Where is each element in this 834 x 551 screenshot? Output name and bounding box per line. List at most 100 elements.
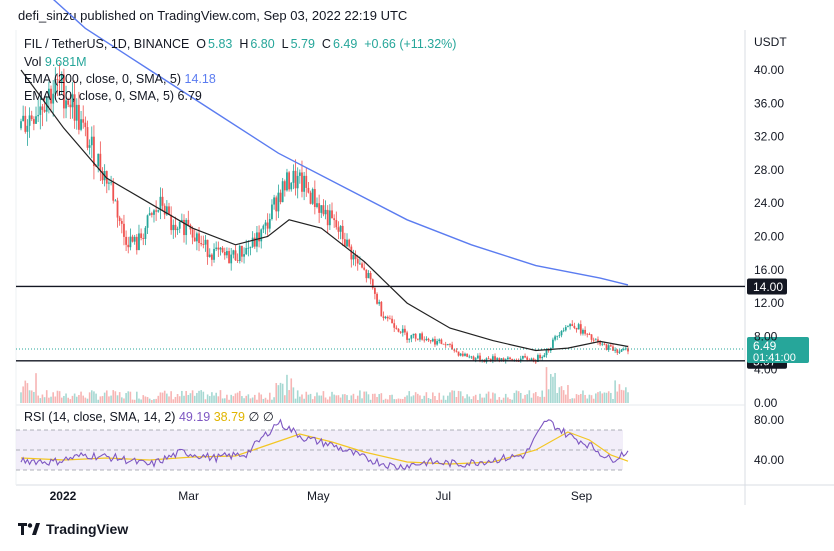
volume-bar [502,397,505,403]
volume-bar [311,399,314,403]
time-tick-label: Jul [436,489,451,503]
candle-body [464,353,466,356]
candle-body [376,293,378,304]
volume-bar [260,394,263,403]
candle-body [324,209,327,215]
volume-bar [584,394,586,403]
candle-body [579,324,582,334]
volume-bar [365,391,368,403]
volume-bar [127,391,130,403]
volume-bar [223,398,226,403]
volume-bar [455,396,458,403]
volume-bar [541,390,544,403]
candle-body [168,206,170,215]
volume-bar [378,394,380,403]
candle-body [616,349,619,353]
volume-bar [421,398,423,403]
candle-body [607,345,610,350]
candle-body [144,227,147,239]
volume-bar [99,396,102,403]
rsi-label: RSI (14, close, SMA, 14, 2) [24,410,176,424]
volume-bar [185,391,187,403]
candle-body [281,181,284,203]
volume-bar [181,390,183,403]
candle-body [69,104,72,108]
candle-body [361,263,363,268]
volume-bar [571,398,574,403]
symbol-legend: FIL / TetherUS, 1D, BINANCE O 5.83 H 6.80 … [24,37,456,51]
ema200-legend[interactable]: EMA (200, close, 0, SMA, 5) 14.18 [24,72,216,86]
candle-body [99,153,102,172]
price-tick-label: 24.00 [754,196,784,210]
candle-body [491,356,494,361]
volume-bar [97,399,100,403]
ema50-line [20,69,629,352]
volume-bar [567,385,569,403]
volume-bar [627,392,629,403]
level-badge [747,278,787,295]
symbol-name[interactable]: FIL / TetherUS, 1D, BINANCE [24,37,190,51]
footer-brand[interactable]: TradingView [18,521,128,537]
volume-bar [320,395,323,403]
volume-bar [271,399,273,403]
candles [20,63,629,364]
volume-bar [284,395,286,403]
countdown-label: 01:41:00 [753,352,796,364]
volume-bar [333,394,335,403]
price-tick-label: 32.00 [754,130,784,144]
volume-bar [425,392,428,403]
ema50-legend[interactable]: EMA (50, close, 0, SMA, 5) 6.79 [24,89,202,103]
candle-body [397,328,400,332]
volume-bar [58,391,61,403]
candle-body [472,356,475,360]
volume-bar [539,396,541,403]
volume-legend[interactable]: Vol 9.681M [24,55,87,69]
candle-body [603,343,606,345]
candle-body [449,344,451,345]
volume-bar [39,398,42,403]
candle-body [556,335,559,337]
candle-body [238,245,241,261]
volume-bar [457,390,460,403]
candle-body [365,269,368,279]
volume-bar [429,398,432,403]
candle-body [425,338,428,341]
candle-body [294,170,297,189]
volume-bar [597,392,599,403]
volume-bar [580,393,582,403]
chart-grid [15,30,834,505]
volume-bar [110,395,112,403]
candle-body [275,197,278,212]
candle-body [155,210,158,212]
candle-body [350,246,353,260]
candle-body [371,279,374,289]
volume-bar [401,398,404,403]
rsi-legend[interactable]: RSI (14, close, SMA, 14, 2) 49.19 38.79 … [24,409,274,424]
volume-bar [48,397,50,403]
candle-body [519,358,522,362]
candle-body [37,114,40,117]
candle-body [434,339,436,345]
volume-bar [275,383,278,403]
volume-bar [577,394,580,403]
candle-body [67,100,70,105]
time-tick-label: Sep [571,489,593,503]
volume-bar [75,396,78,403]
volume-bar [586,398,589,403]
candle-body [131,236,134,242]
candle-body [575,328,578,330]
candle-body [206,239,209,257]
candle-body [253,237,256,247]
volume-bar [153,399,155,403]
candle-body [301,172,303,192]
volume-bar [322,391,325,403]
rsi-tick-label: 80.00 [754,413,784,427]
candle-body [283,181,286,191]
volume-bar [444,399,447,403]
candle-body [140,233,143,239]
candle-body [56,79,59,80]
candle-body [180,219,183,222]
candle-body [292,170,295,183]
candle-body [416,338,419,340]
